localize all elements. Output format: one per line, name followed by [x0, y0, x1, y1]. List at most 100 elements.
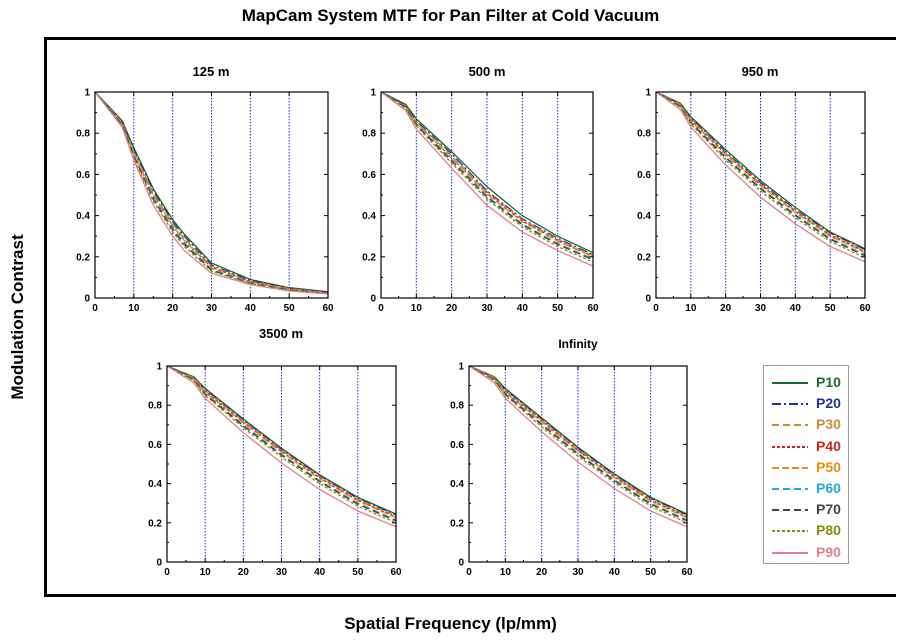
panel-1: 500 m 0 10 20 30 40 50 60 0 0.2 0.4 0.6 0.8 1 — [362, 64, 599, 314]
x-tick-label: 10 — [128, 303, 140, 314]
x-tick-label: 30 — [276, 567, 288, 578]
legend-swatch — [772, 509, 808, 512]
x-tick-label: 10 — [500, 567, 512, 578]
legend-item-p20: P20 — [770, 393, 848, 413]
x-tick-label: 30 — [572, 567, 584, 578]
panel-title: 125 m — [193, 64, 230, 79]
x-tick-label: 60 — [390, 567, 402, 578]
x-tick-label: 50 — [284, 303, 296, 314]
legend-item-p90: P90 — [770, 542, 848, 562]
series-line-p30 — [94, 91, 329, 294]
series-line-p80 — [655, 91, 866, 259]
panel-3: 3500 m 0 10 20 30 40 50 60 0 0.2 0.4 0.6 0.8 1 — [148, 326, 402, 578]
legend-label: P50 — [816, 458, 841, 475]
x-tick-label: 0 — [466, 567, 472, 578]
x-tick-label: 0 — [92, 303, 98, 314]
chart-title: MapCam System MTF for Pan Filter at Cold… — [241, 6, 660, 25]
y-tick-label: 0 — [458, 558, 464, 569]
legend-swatch — [772, 488, 808, 490]
panel-2: 950 m 0 10 20 30 40 50 60 0 0.2 0.4 0.6 0.8 1 — [637, 64, 871, 314]
legend-item-p80: P80 — [770, 520, 848, 540]
panel-title: 3500 m — [259, 326, 303, 341]
panel-title: Infinity — [558, 337, 598, 351]
y-tick-label: 0.8 — [362, 129, 376, 140]
x-tick-label: 50 — [352, 567, 364, 578]
legend-label: P60 — [816, 480, 841, 496]
series-line-p70 — [166, 365, 397, 522]
series-line-p90 — [380, 91, 594, 267]
x-tick-label: 20 — [720, 303, 732, 314]
series-line-p70 — [380, 91, 594, 261]
legend-item-p30: P30 — [770, 414, 848, 434]
y-tick-label: 0.4 — [362, 211, 376, 222]
x-tick-label: 30 — [481, 303, 493, 314]
x-tick-label: 40 — [517, 303, 529, 314]
series-line-p80 — [468, 365, 688, 524]
legend-swatch — [772, 382, 808, 384]
series-line-p80 — [166, 365, 397, 524]
legend: P10 P20 P30 P40 P50 P60 P70 P80 P90 — [763, 365, 849, 564]
legend-swatch — [772, 466, 808, 469]
x-tick-label: 60 — [859, 303, 871, 314]
y-tick-label: 0.4 — [148, 479, 162, 490]
legend-label: P40 — [816, 437, 841, 454]
y-tick-label: 0.8 — [637, 129, 651, 140]
x-tick-label: 20 — [536, 567, 548, 578]
x-tick-label: 40 — [609, 567, 621, 578]
series-line-p20 — [468, 365, 688, 516]
legend-swatch — [772, 424, 808, 427]
panel-title: 500 m — [469, 64, 506, 79]
y-tick-label: 0.6 — [362, 170, 376, 181]
legend-label: P80 — [816, 522, 841, 539]
series-line-p60 — [655, 91, 866, 256]
series-line-p90 — [468, 365, 688, 528]
legend-label: P90 — [816, 543, 841, 560]
series-line-p60 — [166, 365, 397, 521]
series-line-p70 — [468, 365, 688, 522]
x-tick-label: 40 — [314, 567, 326, 578]
legend-swatch — [772, 403, 808, 406]
x-tick-label: 10 — [411, 303, 423, 314]
panel-title: 950 m — [742, 64, 779, 79]
y-tick-label: 0.8 — [450, 401, 464, 412]
series-line-p50 — [655, 91, 866, 254]
x-tick-label: 0 — [164, 567, 170, 578]
y-tick-label: 1 — [370, 88, 376, 99]
legend-swatch — [772, 530, 808, 533]
plot-area — [166, 365, 397, 563]
legend-item-p50: P50 — [770, 457, 848, 477]
legend-swatch — [772, 551, 808, 554]
y-tick-label: 0.4 — [450, 479, 464, 490]
x-tick-label: 40 — [245, 303, 257, 314]
x-tick-label: 10 — [200, 567, 212, 578]
x-tick-label: 0 — [378, 303, 384, 314]
series-line-p30 — [468, 365, 688, 517]
y-tick-label: 0.6 — [637, 170, 651, 181]
y-tick-label: 1 — [645, 88, 651, 99]
y-tick-label: 0.4 — [637, 211, 651, 222]
series-line-p10 — [468, 365, 688, 515]
y-tick-label: 0.2 — [362, 252, 376, 263]
y-tick-label: 1 — [458, 362, 464, 373]
x-tick-label: 60 — [587, 303, 599, 314]
panel-4: Infinity 0 10 20 30 40 50 60 0 0.2 0.4 0.6 0.8 1 — [450, 337, 693, 578]
series-line-p90 — [655, 91, 866, 263]
series-line-p60 — [380, 91, 594, 260]
series-line-p10 — [380, 91, 594, 254]
x-tick-label: 50 — [552, 303, 564, 314]
figure-frame — [44, 37, 896, 597]
x-tick-label: 50 — [825, 303, 837, 314]
series-line-p10 — [166, 365, 397, 515]
y-tick-label: 0.8 — [148, 401, 162, 412]
series-line-p20 — [166, 365, 397, 516]
x-tick-label: 30 — [206, 303, 218, 314]
series-line-p50 — [380, 91, 594, 258]
series-line-p30 — [380, 91, 594, 257]
y-tick-label: 0.2 — [637, 252, 651, 263]
x-tick-label: 10 — [685, 303, 697, 314]
y-tick-label: 0.8 — [76, 129, 90, 140]
legend-label: P30 — [816, 416, 841, 433]
panel-0: 125 m 0 10 20 30 40 50 60 0 0.2 0.4 0.6 0.8 1 — [76, 64, 334, 314]
y-tick-label: 0.2 — [450, 518, 464, 529]
